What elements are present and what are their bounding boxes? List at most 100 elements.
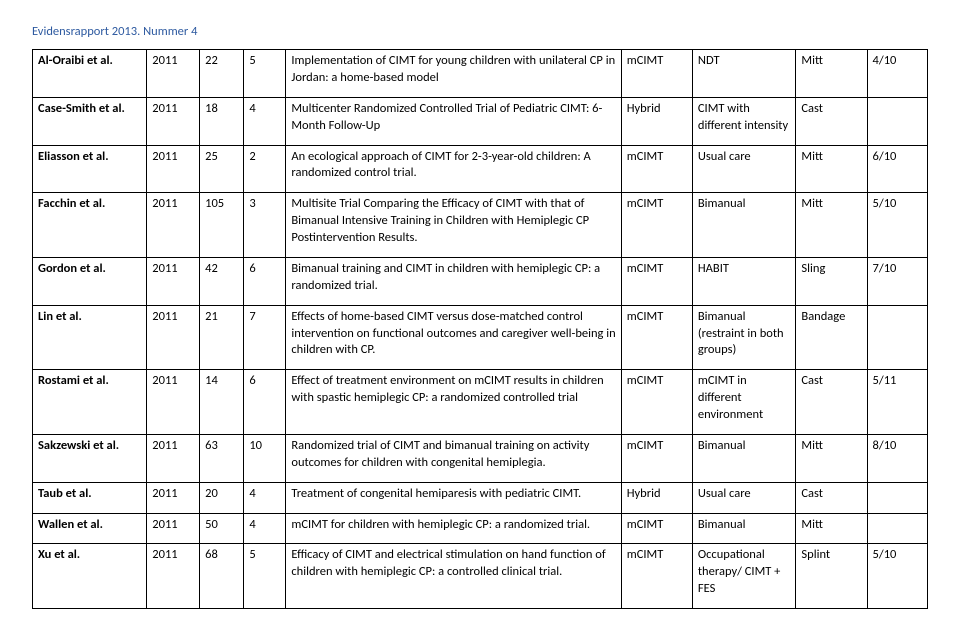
device-cell: Mitt <box>796 434 867 482</box>
control-cell: Bimanual <box>692 434 796 482</box>
device-cell: Cast <box>796 482 867 513</box>
n-cell: 68 <box>200 544 244 609</box>
control-cell: HABIT <box>692 257 796 305</box>
device-cell: Cast <box>796 370 867 435</box>
description-cell: Implementation of CIMT for young childre… <box>286 50 621 98</box>
table-row: Taub et al.2011204Treatment of congenita… <box>33 482 928 513</box>
rating-cell: 8/10 <box>867 434 927 482</box>
rating-cell <box>867 97 927 145</box>
type-cell: mCIMT <box>621 544 692 609</box>
table-row: Lin et al.2011217Effects of home-based C… <box>33 305 928 370</box>
author-cell: Taub et al. <box>33 482 147 513</box>
device-cell: Cast <box>796 97 867 145</box>
type-cell: Hybrid <box>621 482 692 513</box>
description-cell: Bimanual training and CIMT in children w… <box>286 257 621 305</box>
control-cell: Bimanual (restraint in both groups) <box>692 305 796 370</box>
author-cell: Al-Oraibi et al. <box>33 50 147 98</box>
page-header: Evidensrapport 2013. Nummer 4 <box>32 24 928 39</box>
type-cell: mCIMT <box>621 370 692 435</box>
control-cell: Usual care <box>692 482 796 513</box>
n-cell: 50 <box>200 513 244 544</box>
author-cell: Facchin et al. <box>33 193 147 258</box>
device-cell: Mitt <box>796 50 867 98</box>
n-cell: 20 <box>200 482 244 513</box>
year-cell: 2011 <box>147 544 200 609</box>
description-cell: Multicenter Randomized Controlled Trial … <box>286 97 621 145</box>
n-cell: 25 <box>200 145 244 193</box>
author-cell: Xu et al. <box>33 544 147 609</box>
evidence-table: Al-Oraibi et al.2011225Implementation of… <box>32 49 928 609</box>
control-cell: Bimanual <box>692 193 796 258</box>
m-cell: 4 <box>244 513 286 544</box>
n-cell: 21 <box>200 305 244 370</box>
type-cell: mCIMT <box>621 434 692 482</box>
year-cell: 2011 <box>147 513 200 544</box>
author-cell: Rostami et al. <box>33 370 147 435</box>
type-cell: mCIMT <box>621 50 692 98</box>
control-cell: Bimanual <box>692 513 796 544</box>
control-cell: Occupational therapy/ CIMT + FES <box>692 544 796 609</box>
m-cell: 10 <box>244 434 286 482</box>
type-cell: mCIMT <box>621 145 692 193</box>
table-row: Case-Smith et al.2011184Multicenter Rand… <box>33 97 928 145</box>
table-row: Facchin et al.20111053Multisite Trial Co… <box>33 193 928 258</box>
rating-cell: 5/10 <box>867 193 927 258</box>
description-cell: An ecological approach of CIMT for 2-3-y… <box>286 145 621 193</box>
description-cell: mCIMT for children with hemiplegic CP: a… <box>286 513 621 544</box>
year-cell: 2011 <box>147 305 200 370</box>
table-row: Sakzewski et al.20116310Randomized trial… <box>33 434 928 482</box>
year-cell: 2011 <box>147 257 200 305</box>
description-cell: Efficacy of CIMT and electrical stimulat… <box>286 544 621 609</box>
control-cell: CIMT with different intensity <box>692 97 796 145</box>
n-cell: 14 <box>200 370 244 435</box>
m-cell: 2 <box>244 145 286 193</box>
rating-cell: 4/10 <box>867 50 927 98</box>
m-cell: 3 <box>244 193 286 258</box>
device-cell: Sling <box>796 257 867 305</box>
rating-cell <box>867 482 927 513</box>
type-cell: Hybrid <box>621 97 692 145</box>
type-cell: mCIMT <box>621 193 692 258</box>
m-cell: 4 <box>244 97 286 145</box>
year-cell: 2011 <box>147 50 200 98</box>
description-cell: Randomized trial of CIMT and bimanual tr… <box>286 434 621 482</box>
year-cell: 2011 <box>147 370 200 435</box>
table-row: Rostami et al.2011146Effect of treatment… <box>33 370 928 435</box>
device-cell: Mitt <box>796 145 867 193</box>
n-cell: 105 <box>200 193 244 258</box>
type-cell: mCIMT <box>621 305 692 370</box>
description-cell: Multisite Trial Comparing the Efficacy o… <box>286 193 621 258</box>
year-cell: 2011 <box>147 434 200 482</box>
m-cell: 6 <box>244 257 286 305</box>
n-cell: 18 <box>200 97 244 145</box>
n-cell: 63 <box>200 434 244 482</box>
author-cell: Lin et al. <box>33 305 147 370</box>
table-row: Xu et al.2011685Efficacy of CIMT and ele… <box>33 544 928 609</box>
rating-cell: 7/10 <box>867 257 927 305</box>
table-row: Al-Oraibi et al.2011225Implementation of… <box>33 50 928 98</box>
control-cell: Usual care <box>692 145 796 193</box>
table-row: Eliasson et al.2011252An ecological appr… <box>33 145 928 193</box>
rating-cell: 6/10 <box>867 145 927 193</box>
table-row: Gordon et al.2011426Bimanual training an… <box>33 257 928 305</box>
table-row: Wallen et al.2011504mCIMT for children w… <box>33 513 928 544</box>
description-cell: Treatment of congenital hemiparesis with… <box>286 482 621 513</box>
rating-cell: 5/11 <box>867 370 927 435</box>
rating-cell: 5/10 <box>867 544 927 609</box>
year-cell: 2011 <box>147 97 200 145</box>
control-cell: mCIMT in different environment <box>692 370 796 435</box>
description-cell: Effect of treatment environment on mCIMT… <box>286 370 621 435</box>
rating-cell <box>867 305 927 370</box>
type-cell: mCIMT <box>621 513 692 544</box>
author-cell: Eliasson et al. <box>33 145 147 193</box>
type-cell: mCIMT <box>621 257 692 305</box>
year-cell: 2011 <box>147 193 200 258</box>
m-cell: 4 <box>244 482 286 513</box>
n-cell: 42 <box>200 257 244 305</box>
n-cell: 22 <box>200 50 244 98</box>
year-cell: 2011 <box>147 145 200 193</box>
year-cell: 2011 <box>147 482 200 513</box>
m-cell: 6 <box>244 370 286 435</box>
author-cell: Gordon et al. <box>33 257 147 305</box>
m-cell: 5 <box>244 50 286 98</box>
